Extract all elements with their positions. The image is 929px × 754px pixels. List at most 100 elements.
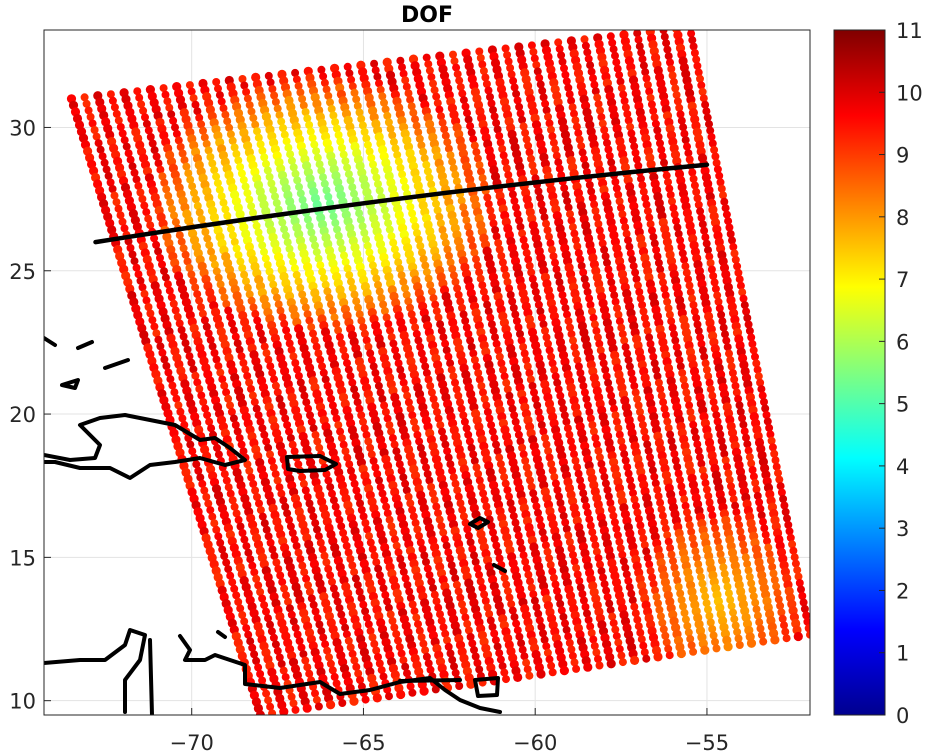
footprint-point [266,620,274,629]
footprint-point [230,143,239,152]
footprint-point [448,466,457,475]
footprint-point [427,180,436,189]
footprint-point [375,287,384,296]
footprint-point [432,199,440,208]
footprint-point [525,369,534,377]
footprint-point [358,121,367,130]
footprint-point [219,198,228,207]
footprint-point [451,277,460,286]
footprint-point [279,124,287,133]
footprint-point [339,528,348,537]
footprint-point [452,177,461,186]
footprint-point [322,558,331,567]
footprint-point [423,564,432,573]
footprint-point [495,554,504,563]
footprint-point [423,470,432,478]
footprint-point [495,245,504,254]
footprint-point [346,372,355,381]
footprint-point [348,82,357,91]
footprint-point [335,333,344,341]
footprint-point [281,502,290,511]
footprint-point [522,658,531,667]
footprint-point [216,280,225,289]
footprint-point [396,365,405,374]
footprint-point [243,189,252,198]
footprint-point [253,493,261,501]
footprint-point [246,637,255,646]
footprint-point [471,557,480,566]
footprint-point [555,492,563,501]
footprint-point [444,352,453,361]
footprint-point [327,104,336,113]
footprint-point [289,163,298,172]
footprint-point [283,238,292,247]
footprint-point [557,606,566,615]
footprint-point [360,329,369,338]
footprint-point [223,117,232,126]
footprint-point [434,603,443,612]
footprint-point [500,473,509,482]
footprint-point [241,182,250,191]
footprint-point [301,656,310,665]
footprint-point [210,260,219,269]
footprint-point [188,447,197,456]
footprint-point [521,557,530,566]
footprint-point [458,505,467,514]
footprint-point [275,483,284,492]
footprint-point [449,473,458,482]
footprint-point [514,323,523,332]
footprint-point [475,665,484,674]
footprint-point [486,93,494,101]
footprint-point [134,181,143,190]
footprint-point [594,655,602,663]
footprint-point [324,476,333,485]
footprint-point [419,255,428,263]
footprint-point [528,382,537,390]
footprint-point [287,345,296,354]
footprint-point [239,447,248,456]
footprint-point [513,626,522,635]
footprint-point [323,287,332,296]
footprint-point [296,88,305,97]
footprint-point [343,264,352,273]
footprint-point [345,271,354,280]
footprint-point [409,108,418,117]
footprint-point [141,113,149,122]
footprint-point [518,229,527,238]
footprint-point [435,212,444,221]
footprint-point [185,263,194,272]
footprint-point [311,689,319,698]
footprint-point [479,287,488,296]
footprint-point [436,421,445,430]
footprint-point [164,191,173,200]
footprint-point [154,247,163,256]
footprint-point [319,72,328,81]
footprint-point [523,665,532,674]
footprint-point [392,251,401,260]
footprint-point [590,642,599,650]
footprint-point [231,421,240,429]
footprint-point [500,372,509,381]
footprint-point [331,502,340,511]
footprint-point [328,577,336,586]
footprint-point [300,391,309,400]
footprint-point [481,294,490,303]
footprint-point [388,617,397,625]
footprint-point [418,545,427,553]
footprint-point [408,209,417,218]
footprint-point [430,590,439,599]
footprint-point [202,139,211,148]
footprint-point [449,271,458,280]
footprint-point [195,296,204,305]
footprint-point [210,166,219,175]
footprint-point [200,133,209,142]
footprint-point [502,580,511,589]
footprint-point [401,284,409,293]
footprint-point [390,245,399,254]
footprint-point [395,264,404,273]
footprint-point [181,339,190,348]
footprint-point [499,365,507,374]
footprint-point [510,196,519,205]
footprint-point [142,208,151,217]
footprint-point [413,430,422,439]
